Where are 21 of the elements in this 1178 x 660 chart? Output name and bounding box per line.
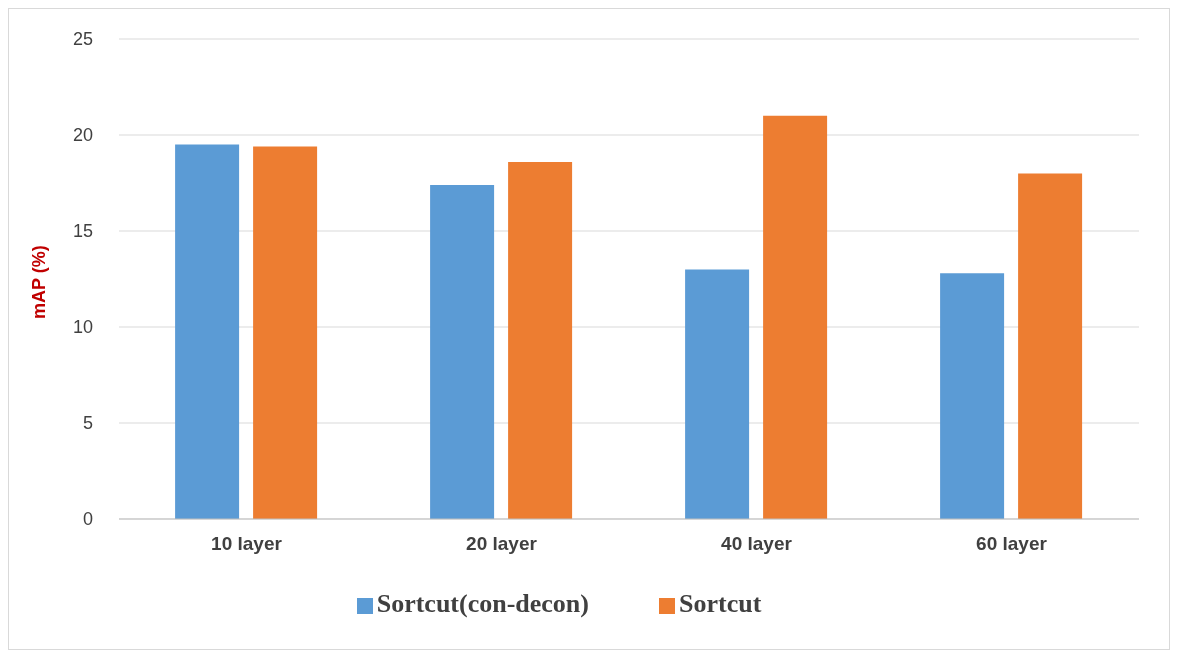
x-tick-label: 10 layer <box>211 533 283 555</box>
bar <box>508 161 573 519</box>
y-tick-label: 25 <box>72 29 93 50</box>
y-tick-label: 15 <box>72 221 93 242</box>
y-tick-label: 0 <box>82 509 93 530</box>
legend-label: Sortcut(con-decon) <box>376 589 589 618</box>
y-tick-label: 10 <box>72 317 93 338</box>
y-tick-label: 20 <box>72 125 93 146</box>
x-tick-label: 40 layer <box>721 533 793 555</box>
bar <box>685 269 750 519</box>
y-axis-title: mAP (%) <box>29 245 50 319</box>
x-tick-label: 60 layer <box>976 533 1048 555</box>
bar <box>940 273 1005 519</box>
bar <box>430 184 495 519</box>
legend-label: Sortcut <box>678 589 762 618</box>
bar <box>1018 173 1083 519</box>
bar <box>253 146 318 519</box>
bar <box>763 115 828 519</box>
x-tick-label: 20 layer <box>466 533 538 555</box>
bar <box>175 144 240 519</box>
y-tick-label: 5 <box>82 413 93 434</box>
